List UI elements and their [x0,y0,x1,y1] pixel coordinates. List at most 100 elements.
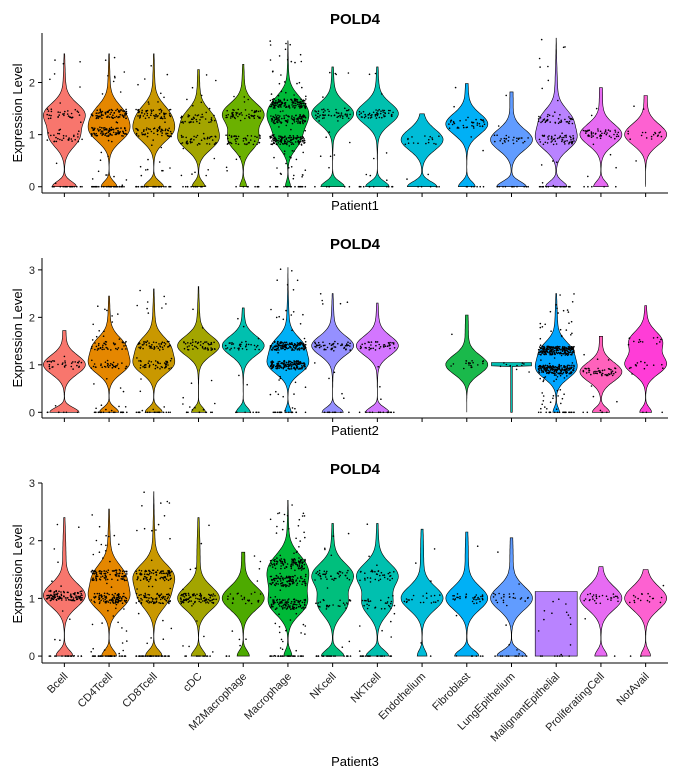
cell-point [113,56,116,59]
cell-point [120,575,123,578]
cell-point [614,131,617,133]
cell-point [103,365,106,368]
cell-point [272,70,274,72]
cell-point [111,109,114,112]
cell-point [168,601,170,603]
cell-point [146,127,148,129]
cell-point [121,602,124,604]
cell-point [104,574,107,577]
cell-point [376,114,379,117]
cell-point [415,562,417,564]
cell-point [187,115,189,118]
cell-point [349,345,351,347]
cell-point [196,620,198,622]
cell-point [275,116,278,118]
cell-point [120,185,123,188]
cell-point [98,594,101,597]
cell-point [276,362,279,365]
cell-point [300,60,303,63]
cell-point [166,572,168,574]
cell-point [330,115,333,117]
cell-point [108,185,111,188]
cell-point [280,346,282,349]
cell-point [110,362,112,365]
cell-point [212,651,214,653]
cell-point [60,585,62,587]
cell-point [521,362,524,364]
violin-CD4Tcell [87,295,131,413]
cell-point [570,118,572,121]
cell-point [106,347,108,349]
cell-point [50,134,52,137]
cell-point [328,110,330,113]
cell-point [270,562,273,565]
cell-point [200,94,203,97]
cell-point [605,595,608,597]
cell-point [274,567,277,570]
cell-point [562,353,565,355]
cell-point [281,582,284,584]
cell-point [572,347,574,349]
cell-point [302,116,305,118]
cell-point [158,109,160,111]
cell-point [293,393,295,395]
points-M2Macrophage [224,317,260,414]
cell-point [295,612,298,615]
cell-point [167,129,170,132]
violin-CD8Tcell [132,53,176,187]
cell-point [109,602,112,604]
cell-point [405,598,408,600]
cell-point [297,605,300,608]
cell-point [317,341,320,344]
cell-point [380,655,383,657]
cell-point [106,135,108,137]
cell-point [139,359,142,362]
cell-point [270,583,273,586]
cell-point [65,411,68,414]
cell-point [169,344,171,347]
cell-point [494,593,497,596]
cell-point [257,601,260,603]
points-Endothelium [404,135,440,188]
cell-point [476,122,479,124]
cell-point [291,150,294,152]
cell-point [347,603,349,605]
cell-point [595,597,598,600]
cell-point [496,134,498,136]
cell-point [291,562,293,564]
cell-point [295,537,297,540]
y-axis-label: Expression Level [10,524,25,623]
cell-point [385,152,388,154]
cell-point [245,340,247,343]
cell-point [595,107,598,110]
cell-point [551,372,553,374]
cell-point [343,185,346,188]
cell-point [155,579,157,582]
cell-point [124,570,126,573]
cell-point [69,618,71,620]
cell-point [303,608,305,610]
cell-point [496,185,499,188]
cell-point [279,143,282,145]
cell-point [76,110,79,112]
cell-point [51,366,53,368]
cell-point [552,115,554,117]
cell-point [192,121,195,123]
cell-point [93,363,96,365]
cell-point [280,74,282,76]
cell-point [112,342,115,344]
cell-point [293,104,295,107]
cell-point [158,655,160,657]
cell-point [163,345,166,347]
cell-point [640,360,642,363]
cell-point [303,364,305,367]
cell-point [505,655,508,657]
cell-point [603,185,605,188]
cell-point [380,571,383,574]
cell-point [329,71,331,74]
cell-point [557,346,560,348]
cell-point [279,115,281,117]
cell-point [293,119,295,122]
cell-point [285,585,287,588]
cell-point [366,523,369,525]
